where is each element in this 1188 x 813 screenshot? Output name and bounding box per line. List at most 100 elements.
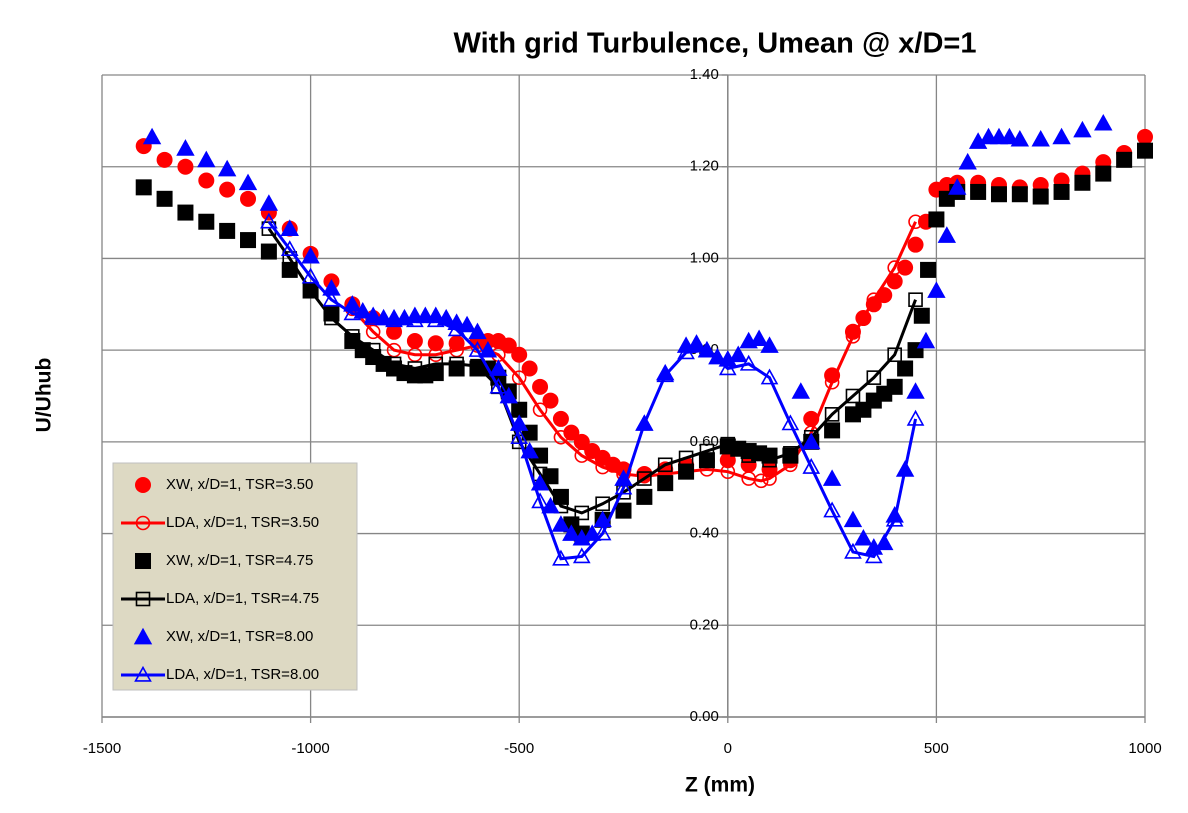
marker: [1010, 130, 1030, 147]
marker: [511, 346, 528, 363]
marker: [908, 214, 923, 230]
marker: [562, 524, 581, 541]
marker: [656, 366, 675, 383]
marker: [521, 360, 538, 377]
marker: [866, 370, 882, 385]
y-tick-label: 0.20: [690, 616, 719, 633]
x-axis-label: Z (mm): [685, 774, 755, 797]
marker: [948, 178, 967, 195]
marker: [824, 422, 841, 439]
marker: [1000, 127, 1019, 145]
marker: [386, 323, 403, 340]
marker: [135, 591, 151, 607]
marker: [708, 347, 727, 365]
marker: [219, 181, 236, 198]
marker: [677, 343, 695, 360]
legend-label: LDA, x/D=1, TSR=4.75: [166, 590, 319, 607]
marker: [198, 172, 215, 189]
marker: [457, 315, 477, 333]
marker: [843, 510, 863, 528]
marker: [553, 429, 569, 445]
marker: [406, 311, 424, 328]
marker: [887, 260, 902, 275]
marker: [739, 354, 758, 371]
marker: [551, 515, 571, 532]
legend-label: LDA, x/D=1, TSR=8.00: [166, 666, 319, 683]
marker: [802, 432, 821, 450]
marker: [574, 505, 590, 521]
marker: [657, 457, 673, 473]
marker: [1116, 151, 1133, 168]
x-tick-label: -1000: [291, 740, 329, 757]
marker: [897, 259, 914, 276]
marker: [406, 332, 423, 349]
marker: [428, 347, 444, 363]
marker: [913, 307, 930, 324]
marker: [1053, 183, 1070, 200]
marker: [678, 450, 694, 466]
marker: [615, 502, 632, 519]
marker: [920, 261, 937, 278]
marker: [176, 139, 195, 156]
marker: [636, 465, 653, 482]
marker: [197, 150, 216, 168]
marker: [135, 477, 151, 493]
y-tick-label: 0.00: [690, 708, 719, 725]
x-tick-label: 1000: [1128, 740, 1161, 757]
marker: [698, 452, 715, 469]
series-line: [267, 227, 917, 515]
marker: [928, 211, 945, 228]
marker: [280, 219, 299, 236]
marker: [906, 382, 925, 399]
marker: [885, 510, 904, 527]
marker: [595, 496, 610, 512]
marker: [1137, 142, 1153, 159]
marker: [864, 547, 883, 564]
y-tick-label: 0.60: [690, 433, 719, 450]
marker: [301, 246, 320, 264]
marker: [844, 542, 862, 559]
marker: [345, 329, 360, 344]
marker: [449, 356, 464, 372]
marker: [687, 334, 706, 351]
marker: [781, 414, 800, 431]
marker: [906, 409, 925, 426]
marker: [824, 407, 840, 422]
marker: [260, 243, 277, 260]
marker: [385, 311, 403, 328]
marker: [365, 324, 381, 340]
marker: [240, 232, 257, 249]
marker: [845, 388, 861, 404]
marker: [822, 469, 842, 486]
marker: [720, 436, 736, 452]
marker: [907, 236, 924, 253]
marker: [135, 515, 151, 531]
legend-label: XW, x/D=1, TSR=4.75: [166, 552, 313, 569]
marker: [489, 377, 508, 394]
x-tick-label: 500: [924, 740, 949, 757]
marker: [760, 336, 779, 353]
marker: [365, 342, 381, 358]
marker: [574, 448, 590, 463]
marker: [614, 478, 633, 495]
marker: [177, 158, 194, 175]
marker: [1031, 130, 1050, 147]
marker: [1032, 188, 1049, 205]
x-tick-label: -500: [504, 740, 534, 757]
marker: [552, 410, 569, 427]
marker: [614, 469, 633, 486]
marker: [762, 452, 777, 468]
marker: [573, 433, 590, 450]
marker: [1095, 165, 1112, 182]
legend-label: LDA, x/D=1, TSR=3.50: [166, 514, 319, 531]
marker: [886, 378, 903, 395]
marker: [500, 337, 517, 354]
marker: [937, 226, 957, 243]
marker: [133, 627, 153, 645]
marker: [303, 283, 318, 298]
y-tick-label: 1.20: [690, 158, 719, 175]
marker: [198, 213, 215, 230]
marker: [916, 331, 936, 349]
marker: [1011, 186, 1028, 203]
